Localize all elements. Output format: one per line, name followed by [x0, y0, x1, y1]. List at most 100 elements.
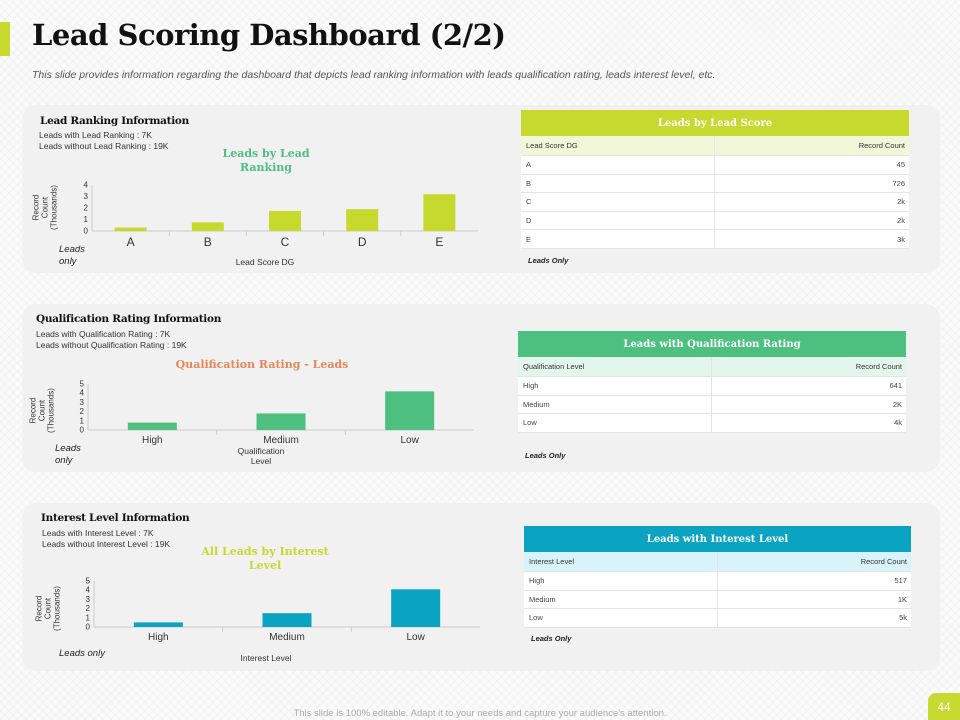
leads-with-qualification-table: Leads with Qualification Rating Qualifica…: [518, 331, 906, 433]
bar-medium: [256, 413, 306, 430]
table-cell: C: [521, 193, 715, 211]
table-row: E 3k: [521, 230, 909, 249]
table-note: Leads Only: [531, 634, 572, 643]
table-header-cell: Record Count: [855, 362, 902, 371]
y-axis-label: Record Count (Thousands): [28, 388, 56, 433]
x-tick-label: Low: [406, 632, 425, 643]
y-tick-label: 1: [86, 613, 91, 622]
chart-title: All Leads by Interest Level: [201, 545, 329, 572]
x-tick-label: Medium: [269, 632, 305, 643]
y-tick-label: 2: [86, 604, 91, 613]
table-cell: 3k: [897, 234, 905, 244]
table-row: Low 5k: [524, 609, 911, 628]
page-number: 44: [928, 693, 960, 720]
leads-only-note: Leads only: [59, 648, 105, 659]
leads-by-lead-score-table: Leads by Lead Score Lead Score DG Record C…: [521, 110, 909, 249]
table-cell: B: [521, 174, 715, 193]
x-tick-label: High: [148, 632, 169, 643]
chart-title: Qualification Rating - Leads: [175, 358, 349, 371]
table-cell: High: [524, 572, 718, 590]
table-cell: 2k: [897, 216, 905, 226]
x-tick-label: D: [358, 235, 367, 249]
table-cell: 2K: [892, 399, 902, 409]
section-title: Qualification Rating Information: [36, 313, 222, 325]
table-cell: 45: [896, 160, 905, 170]
stat-without: Leads without Qualification Rating : 19K: [36, 340, 187, 350]
table-cell: 1K: [897, 594, 907, 604]
table-row: Medium 1K: [524, 590, 911, 610]
table-header-cell: Qualification Level: [518, 357, 712, 376]
lead-ranking-bar-chart: 0 1 2 3 4 A B C D E: [84, 181, 478, 249]
y-tick-label: 0: [84, 227, 89, 236]
table-row: D 2k: [521, 211, 909, 231]
table-cell: Medium: [518, 395, 712, 414]
table-note: Leads Only: [525, 451, 566, 460]
bar-high: [127, 422, 177, 430]
y-tick-label: 5: [86, 577, 91, 586]
x-tick-label: High: [142, 435, 163, 446]
bar-low: [391, 589, 441, 627]
table-header-cell: Lead Score DG: [521, 136, 715, 155]
x-axis-title: Interest Level: [240, 653, 292, 663]
x-tick-label: C: [281, 235, 290, 249]
table-header-row: Qualification Level Record Count: [518, 357, 906, 377]
table-cell: 2k: [897, 197, 905, 207]
x-axis-title: Lead Score DG: [235, 257, 295, 267]
y-tick-label: 0: [86, 623, 91, 632]
y-tick-label: 0: [80, 426, 85, 435]
y-tick-label: 4: [86, 586, 91, 595]
table-cell: High: [518, 377, 712, 395]
table-header-cell: Record Count: [860, 557, 907, 566]
y-tick-label: 5: [80, 380, 85, 389]
table-cell: 4k: [894, 418, 902, 428]
stat-with: Leads with Lead Ranking : 7K: [39, 130, 152, 140]
table-header-row: Interest Level Record Count: [524, 552, 911, 572]
x-axis-title: Qualification Level: [237, 446, 285, 466]
table-cell: E: [521, 230, 715, 248]
y-tick-label: 2: [80, 407, 85, 416]
table-header-row: Lead Score DG Record Count: [521, 136, 909, 156]
section-title: Lead Ranking Information: [40, 115, 189, 127]
y-tick-label: 3: [80, 398, 85, 407]
stat-with: Leads with Interest Level : 7K: [42, 528, 154, 538]
bar-b: [191, 222, 224, 231]
table-note: Leads Only: [528, 256, 569, 265]
table-cell: 517: [894, 576, 907, 586]
bar-e: [423, 194, 456, 231]
leads-with-interest-table: Leads with Interest Level Interest Level R…: [524, 526, 911, 628]
bar-high: [133, 622, 183, 627]
table-title: Leads by Lead Score: [521, 110, 909, 136]
footer-text: This slide is 100% editable. Adapt it to…: [293, 708, 667, 719]
y-axis-label: Record Count (Thousands): [31, 185, 59, 230]
bar-medium: [262, 613, 312, 627]
table-row: High 517: [524, 572, 911, 591]
x-tick-label: B: [204, 235, 212, 249]
y-tick-label: 1: [80, 416, 85, 425]
page-title: Lead Scoring Dashboard (2/2): [32, 18, 506, 52]
y-tick-label: 3: [84, 192, 89, 201]
table-cell: 641: [889, 381, 902, 391]
table-title: Leads with Interest Level: [524, 526, 911, 552]
table-row: Low 4k: [518, 414, 906, 433]
y-tick-label: 3: [86, 595, 91, 604]
table-cell: Low: [524, 609, 718, 627]
table-cell: A: [521, 156, 715, 174]
chart-title: Leads by Lead Ranking: [222, 147, 310, 174]
stat-with: Leads with Qualification Rating : 7K: [36, 329, 171, 339]
page-subtitle: This slide provides information regardin…: [32, 69, 716, 81]
x-tick-label: Low: [400, 435, 419, 446]
table-cell: 5k: [899, 613, 907, 623]
table-cell: 726: [892, 178, 905, 188]
table-row: Medium 2K: [518, 395, 906, 415]
table-row: A 45: [521, 156, 909, 175]
leads-only-note: Leads only: [55, 443, 81, 466]
y-tick-label: 4: [80, 389, 85, 398]
bar-c: [269, 210, 301, 231]
x-tick-label: A: [127, 235, 135, 249]
y-axis-label: Record Count (Thousands): [34, 586, 62, 631]
stat-without: Leads without Lead Ranking : 19K: [39, 141, 169, 151]
table-row: C 2k: [521, 193, 909, 212]
table-header-cell: Record Count: [858, 141, 905, 150]
